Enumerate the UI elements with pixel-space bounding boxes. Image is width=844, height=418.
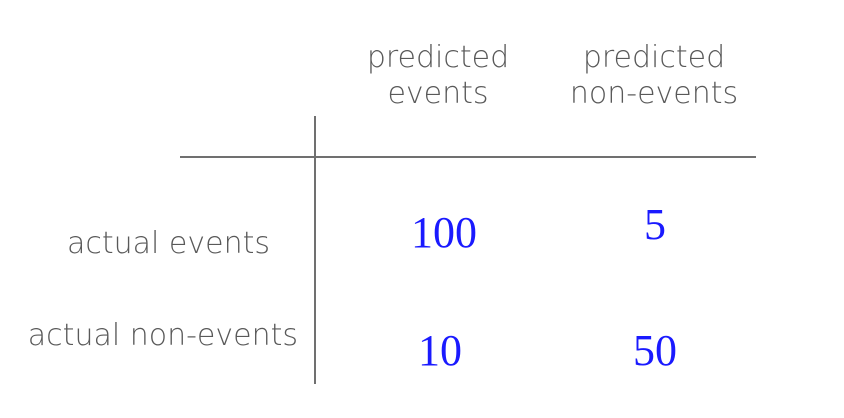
cell-actual-non-events-predicted-non-events: 50 (633, 326, 677, 375)
vertical-divider (314, 116, 316, 384)
cell-actual-events-predicted-events: 100 (411, 208, 477, 257)
cell-actual-events-predicted-non-events: 5 (644, 200, 666, 249)
row-label-actual-non-events: actual non-events (27, 318, 298, 353)
horizontal-divider (180, 156, 756, 158)
column-header-line-1: predicted (582, 40, 726, 75)
column-header-line-1: predicted (366, 40, 510, 75)
column-header-line-2: events (387, 76, 489, 111)
cell-actual-non-events-predicted-events: 10 (418, 326, 462, 375)
column-header-predicted-non-events: predicted non-events (554, 40, 754, 112)
column-header-line-2: non-events (569, 76, 739, 111)
row-label-actual-events: actual events (67, 226, 270, 261)
column-header-predicted-events: predicted events (356, 40, 520, 112)
